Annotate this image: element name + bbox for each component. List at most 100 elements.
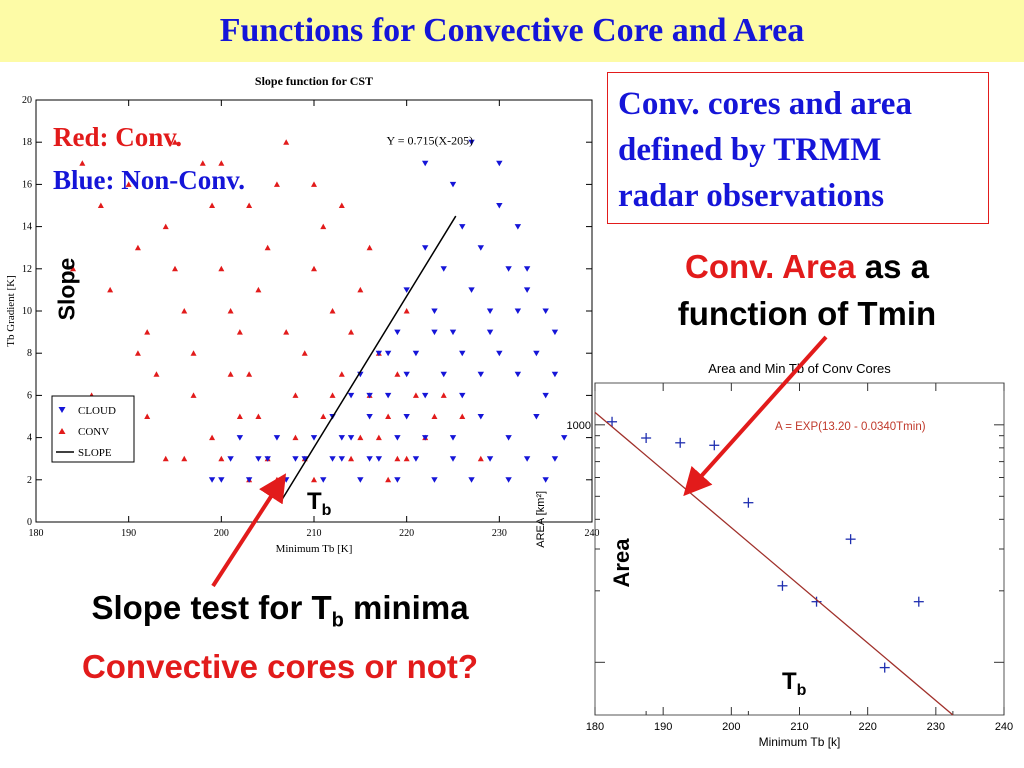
conv-point xyxy=(273,476,280,483)
cloud-point xyxy=(357,477,364,483)
cloud-point xyxy=(394,477,401,483)
y-tick-label: 12 xyxy=(22,264,32,275)
legend-conv-marker xyxy=(58,428,66,434)
y-tick-label: 16 xyxy=(22,179,32,190)
y-tick-label: 20 xyxy=(22,95,32,106)
cloud-point xyxy=(431,329,438,336)
legend-label: SLOPE xyxy=(78,447,112,459)
conv-point xyxy=(338,202,345,208)
cloud-point xyxy=(496,203,503,209)
x-tick-label: 230 xyxy=(492,528,507,539)
conv-point xyxy=(320,413,327,419)
x-tick-label: 240 xyxy=(585,528,600,539)
fit-equation: A = EXP(13.20 - 0.0340Tmin) xyxy=(775,421,926,433)
conv-point xyxy=(190,392,197,398)
conv-point xyxy=(144,413,151,419)
conv-point xyxy=(209,202,216,208)
left-chart-ylabel: Tb Gradient [K] xyxy=(5,275,17,346)
info-line-3: radar observations xyxy=(618,178,885,214)
cloud-point xyxy=(227,456,234,462)
cloud-point xyxy=(403,371,410,378)
y-tick-label: 2 xyxy=(27,475,32,486)
right-chart-title: Area and Min Tb of Conv Cores xyxy=(708,361,891,376)
conv-point xyxy=(385,413,392,419)
cloud-point xyxy=(301,456,308,462)
conv-point xyxy=(107,286,114,293)
right-chart-axes: 180 190 200 210 220 230 240 1000 xyxy=(567,382,1013,733)
slope-scatter-chart: 180 190 200 210 220 230 240 0 2 4 6 8 10 12 14 16 18 20 C… xyxy=(5,74,600,555)
right-chart-points xyxy=(607,416,924,673)
conv-point xyxy=(366,244,373,251)
cloud-point xyxy=(310,435,318,441)
conv-point xyxy=(338,371,345,377)
cloud-point xyxy=(542,392,549,399)
cloud-point xyxy=(366,392,373,399)
conv-point xyxy=(311,476,317,483)
slope-line xyxy=(281,215,457,500)
cloud-point xyxy=(218,477,225,483)
conv-point xyxy=(375,434,382,441)
exp-fit-line xyxy=(594,411,954,716)
conv-point xyxy=(255,286,262,293)
x-tick-label: 190 xyxy=(121,528,136,539)
cloud-point xyxy=(505,477,512,483)
right-chart-xlabel: Minimum Tb [k] xyxy=(759,735,841,749)
cloud-point xyxy=(208,477,216,483)
tb-label-right-main: T xyxy=(782,668,797,695)
blue-nonconv-label: Blue: Non-Conv. xyxy=(53,165,246,195)
info-box: Conv. cores and area defined by TRMM rad… xyxy=(607,72,989,224)
conv-area-caption: Conv. Area as a function of Tmin xyxy=(612,243,1002,337)
left-chart-legend: CLOUD CONV SLOPE xyxy=(51,395,135,463)
conv-area-line-1: Conv. Area as a xyxy=(612,243,1002,290)
conv-point xyxy=(227,371,234,377)
cloud-point xyxy=(486,308,494,314)
slope-test-sub: b xyxy=(331,609,344,632)
conv-point xyxy=(218,455,225,462)
cloud-point xyxy=(440,266,447,272)
y-tick-label: 10 xyxy=(22,306,32,317)
conv-point xyxy=(255,413,262,419)
conv-point xyxy=(348,455,355,462)
cloud-point xyxy=(403,414,410,420)
area-scatter-chart: 180 190 200 210 220 230 240 1000 Area and Min T… xyxy=(535,361,1013,749)
y-tick-label: 8 xyxy=(27,348,32,359)
conv-point xyxy=(403,308,410,314)
tb-label-right: Tb xyxy=(782,668,806,700)
conv-point xyxy=(246,202,253,208)
cloud-point xyxy=(505,435,512,441)
conv-point xyxy=(394,371,401,377)
cloud-point xyxy=(329,456,336,462)
left-chart-slope-line xyxy=(281,215,457,500)
conv-point xyxy=(459,413,466,419)
cloud-point xyxy=(459,224,466,230)
x-tick-label: 200 xyxy=(214,528,229,539)
conv-point xyxy=(394,455,401,462)
conv-point xyxy=(329,308,336,314)
conv-point xyxy=(236,413,243,419)
cloud-point xyxy=(440,371,447,378)
cloud-point xyxy=(283,477,290,483)
area-axis-overlay: Area xyxy=(609,538,634,588)
cloud-point xyxy=(468,477,475,483)
conv-point xyxy=(477,455,484,462)
legend-label: CLOUD xyxy=(78,405,116,417)
right-chart-ylabel: AREA [km²] xyxy=(535,491,547,548)
cloud-point xyxy=(533,350,540,357)
x-tick-label: 210 xyxy=(790,721,808,733)
conv-point xyxy=(357,434,364,441)
y-tick-label: 4 xyxy=(27,433,32,444)
conv-point xyxy=(181,455,188,462)
red-conv-label: Red: Conv. xyxy=(53,122,183,152)
cloud-point xyxy=(496,350,503,357)
left-chart-axes: 180 190 200 210 220 230 240 0 2 4 6 8 10 12 14 16 18 20 xyxy=(22,95,600,539)
cloud-point xyxy=(366,414,373,420)
left-chart-title: Slope function for CST xyxy=(255,74,373,88)
cloud-point xyxy=(542,308,549,314)
y-tick-label: 6 xyxy=(27,390,32,401)
cloud-point xyxy=(255,456,262,462)
cloud-point xyxy=(422,160,429,167)
conv-point xyxy=(329,392,336,398)
conv-point xyxy=(348,329,355,335)
y-tick-label: 0 xyxy=(27,517,32,528)
cloud-point xyxy=(523,456,531,462)
